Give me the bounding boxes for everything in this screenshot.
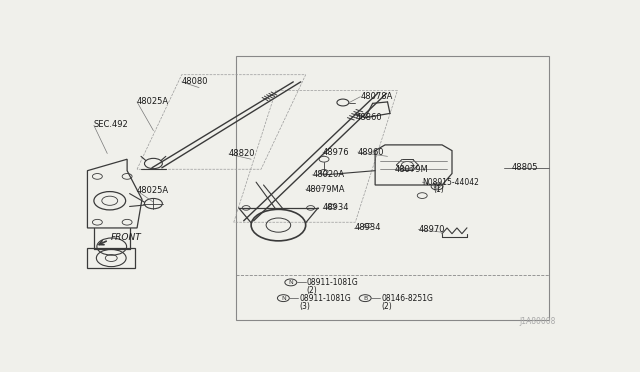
Bar bbox=[236, 56, 548, 320]
Text: 48025A: 48025A bbox=[137, 186, 169, 195]
Text: 48079M: 48079M bbox=[395, 165, 429, 174]
Text: 48820: 48820 bbox=[229, 149, 255, 158]
Text: (2): (2) bbox=[381, 302, 392, 311]
Text: SEC.492: SEC.492 bbox=[94, 121, 129, 129]
Text: 48079MA: 48079MA bbox=[306, 185, 345, 194]
Text: 48860: 48860 bbox=[355, 113, 382, 122]
Text: 08911-1081G: 08911-1081G bbox=[307, 278, 358, 287]
Text: 48934: 48934 bbox=[323, 203, 349, 212]
Text: 48976: 48976 bbox=[323, 148, 349, 157]
Text: 48934: 48934 bbox=[355, 224, 381, 232]
Text: 08911-1081G: 08911-1081G bbox=[300, 294, 351, 303]
Text: 48020A: 48020A bbox=[312, 170, 344, 179]
Text: J1A80008: J1A80008 bbox=[520, 317, 556, 326]
Text: 48025A: 48025A bbox=[137, 97, 169, 106]
Text: (3): (3) bbox=[300, 302, 310, 311]
Text: (2): (2) bbox=[307, 286, 317, 295]
Text: 48960: 48960 bbox=[358, 148, 384, 157]
Text: 08146-8251G: 08146-8251G bbox=[381, 294, 433, 303]
Text: N: N bbox=[289, 280, 293, 285]
Text: 48080: 48080 bbox=[182, 77, 208, 86]
Text: B: B bbox=[363, 296, 367, 301]
Text: FRONT: FRONT bbox=[111, 234, 142, 243]
Text: N: N bbox=[281, 296, 285, 301]
Text: 48970: 48970 bbox=[419, 225, 445, 234]
Text: 48805: 48805 bbox=[511, 163, 538, 172]
Text: (1): (1) bbox=[433, 185, 444, 194]
Text: N08915-44042: N08915-44042 bbox=[422, 178, 479, 187]
Text: 48078A: 48078A bbox=[360, 92, 392, 101]
